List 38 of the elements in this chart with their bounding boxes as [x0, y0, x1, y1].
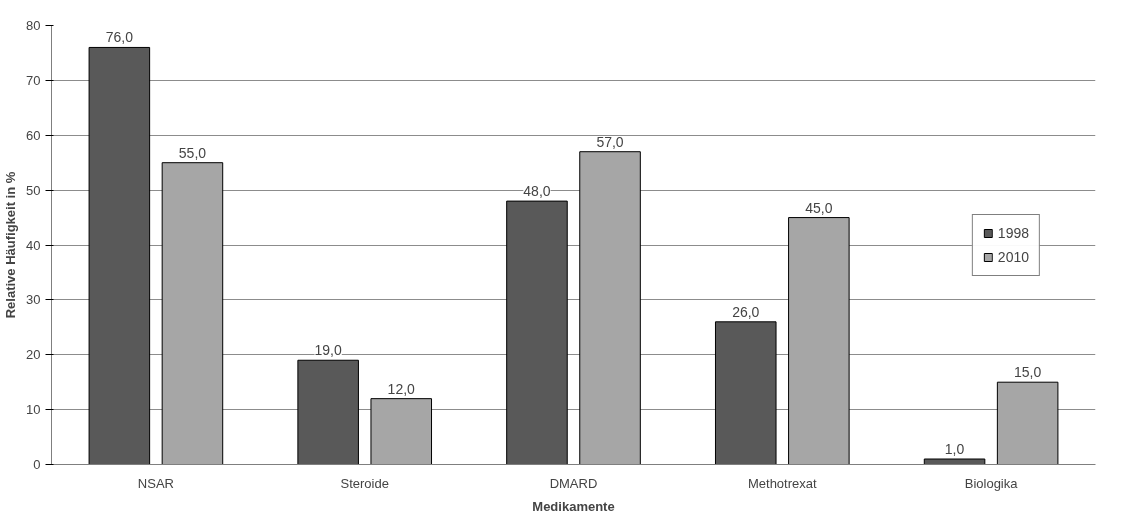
data-label: 15,0 [1014, 364, 1042, 381]
bar [579, 151, 641, 465]
data-label: 26,0 [732, 303, 760, 320]
data-label: 19,0 [314, 342, 342, 359]
y-tick-label: 50 [26, 182, 41, 198]
bar [506, 200, 568, 465]
bar [714, 321, 777, 465]
data-label: 57,0 [596, 133, 624, 150]
x-tick-label: DMARD [549, 475, 598, 491]
x-tick-label: Methotrexat [747, 475, 818, 491]
data-label: 12,0 [387, 380, 416, 397]
data-label: 76,0 [105, 29, 134, 46]
y-tick-label: 0 [33, 457, 41, 472]
bar [161, 162, 224, 465]
data-label: 55,0 [178, 144, 207, 161]
y-tick-label: 30 [26, 292, 41, 308]
x-tick-label: Steroide [340, 475, 389, 491]
bar [996, 381, 1059, 465]
y-tick-label: 80 [26, 18, 41, 33]
y-tick-label: 40 [26, 237, 41, 253]
y-tick-label: 70 [26, 72, 41, 88]
data-label: 45,0 [805, 199, 833, 216]
bar [923, 458, 986, 465]
bar [88, 46, 151, 465]
bar [297, 359, 359, 465]
data-label: 1,0 [944, 441, 965, 458]
data-label: 48,0 [523, 183, 551, 200]
x-tick-label: NSAR [137, 475, 174, 491]
y-tick-label: 10 [26, 402, 41, 418]
y-tick-label: 60 [26, 127, 41, 143]
bar [370, 398, 433, 465]
legend-label: 2010 [997, 248, 1029, 265]
legend-label: 1998 [997, 224, 1029, 241]
x-axis-title: Medikamente [532, 498, 615, 514]
bar [788, 217, 850, 465]
y-tick-label: 20 [26, 347, 41, 363]
x-tick-label: Biologika [964, 475, 1019, 491]
y-axis-title: Relative Häufigkeit in % [3, 171, 19, 319]
